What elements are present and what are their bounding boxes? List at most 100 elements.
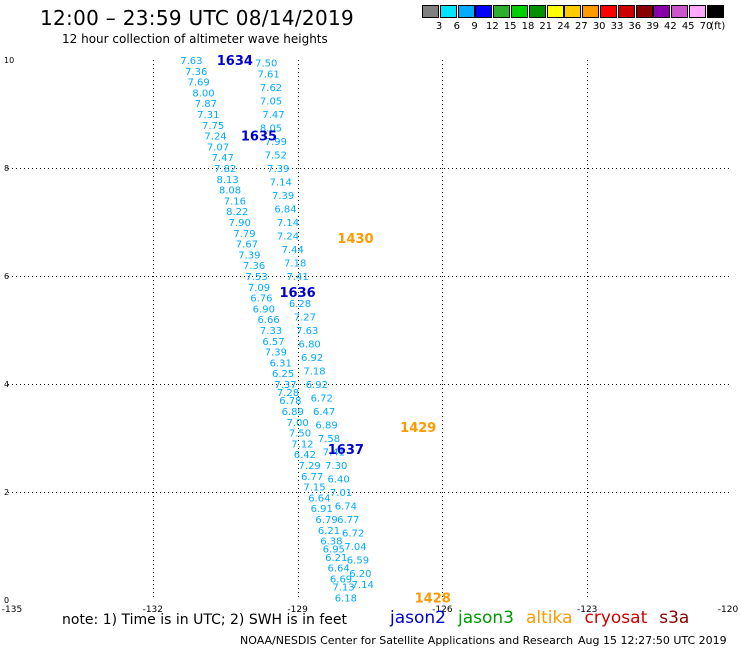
wave-height-label: 7.24 [277,232,299,243]
color-swatch [422,5,439,18]
wave-height-label: 7.61 [258,70,280,81]
color-swatch [617,5,635,18]
wave-height-label: 8.08 [219,186,241,197]
color-scale-tick: 3 [435,21,443,32]
color-scale-tick: 70 [699,21,713,32]
wave-height-label: 6.76 [250,294,272,305]
color-swatch [564,5,582,18]
wave-height-label: 7.63 [180,56,202,67]
wave-height-label: 7.50 [289,429,311,440]
color-swatch [671,5,689,18]
wave-height-label: 6.31 [270,358,292,369]
wave-height-label: 6.84 [274,205,296,216]
track-time-marker: 1634 [217,54,253,69]
wave-height-label: 7.53 [245,272,267,283]
wave-height-label: 6.72 [311,394,333,405]
satellite-legend-jason2: jason2 [390,608,446,628]
wave-height-label: 7.82 [214,164,236,175]
wave-height-label: 6.28 [289,299,311,310]
wave-height-label: 7.27 [294,313,316,324]
wave-height-label: 7.01 [330,488,352,499]
color-swatch [635,5,653,18]
wave-height-label: 6.47 [313,407,335,418]
color-scale-tick: 24 [557,21,570,32]
track-time-marker: 1635 [241,130,277,145]
wave-height-label: 6.69 [330,574,352,585]
wave-height-label: 7.87 [195,99,217,110]
wave-height-label: 6.40 [327,475,349,486]
wave-height-label: 6.42 [294,450,316,461]
satellite-legend: jason2 jason3 altika cryosat s3a [390,608,701,628]
wave-height-label: 7.00 [286,418,308,429]
wave-height-label: 8.13 [216,175,238,186]
wave-height-label: 7.58 [318,434,340,445]
x-tick-label: -132 [143,605,163,615]
wave-height-label: 6.59 [347,556,369,567]
color-swatch [600,5,617,18]
color-swatch [528,5,546,18]
wave-height-label: 7.14 [352,580,374,591]
color-scale-tick: 15 [503,21,517,32]
x-tick-label: -129 [287,605,308,615]
track-time-marker: 1428 [415,591,451,606]
color-scale-tick: 36 [628,21,642,32]
wave-height-label: 6.18 [335,593,357,604]
color-swatch [582,5,600,18]
wave-height-label: 6.80 [299,340,321,351]
wave-height-label: 6.21 [325,553,347,564]
wave-height-label: 7.29 [299,461,321,472]
color-swatch [439,5,457,18]
wave-height-label: 7.47 [262,110,284,121]
color-scale-tick: 18 [521,21,535,32]
grid [8,60,732,600]
wave-height-label: 7.44 [282,245,304,256]
wave-height-label: 8.22 [226,207,248,218]
wave-height-label: 7.63 [296,326,318,337]
color-scale-tick: 27 [575,21,588,32]
wave-height-label: 6.95 [323,545,345,556]
color-swatch [546,5,564,18]
color-swatch [653,5,671,18]
wave-height-label: 7.18 [284,259,306,270]
wave-height-label: 6.89 [315,421,337,432]
credit-line: NOAA/NESDIS Center for Satellite Applica… [240,634,574,647]
chart-subtitle: 12 hour collection of altimeter wave hei… [62,32,328,46]
satellite-legend-cryosat: cryosat [584,608,648,628]
wave-height-label: 7.36 [243,261,265,272]
wave-height-label: 7.36 [185,67,207,78]
wave-height-label: 7.52 [265,151,287,162]
track-time-marker: 1637 [328,443,364,458]
wave-height-label: 6.92 [301,353,323,364]
y-tick-label: 4 [4,380,9,389]
wave-height-label: 7.62 [260,83,282,94]
footnote: note: 1) Time is in UTC; 2) SWH is in fe… [62,612,348,628]
color-swatch [689,5,706,18]
wave-height-label: 7.31 [197,110,219,121]
wave-height-label: 7.13 [332,583,354,594]
satellite-legend-altika: altika [526,608,573,628]
color-swatch [457,5,475,18]
wave-height-label: 6.74 [335,502,357,513]
chart-title: 12:00 – 23:59 UTC 08/14/2019 [40,6,355,30]
x-tick-label: -126 [432,605,453,615]
wave-height-label: 7.99 [265,137,287,148]
y-tick-label: 0 [4,596,9,605]
wave-height-label: 7.90 [229,218,251,229]
wave-height-label: 8.05 [260,124,282,135]
wave-height-label: 7.67 [236,240,258,251]
wave-height-label: 7.15 [303,483,325,494]
wave-height-label: 6.38 [320,537,342,548]
color-scale-tick: 9 [471,21,478,32]
satellite-legend-s3a: s3a [659,608,690,628]
color-swatch [475,5,493,18]
color-scale-tick: 30 [592,21,606,32]
wave-height-label: 6.25 [272,369,294,380]
x-tick-label: -120 [718,605,739,615]
wave-height-label: 8.00 [192,88,214,99]
wave-height-label: 6.64 [327,564,349,575]
wave-height-label: 7.39 [238,250,260,261]
wave-height-label: 7.41 [323,448,345,459]
wave-height-label: 6.20 [349,569,371,580]
wave-height-label: 6.21 [318,526,340,537]
